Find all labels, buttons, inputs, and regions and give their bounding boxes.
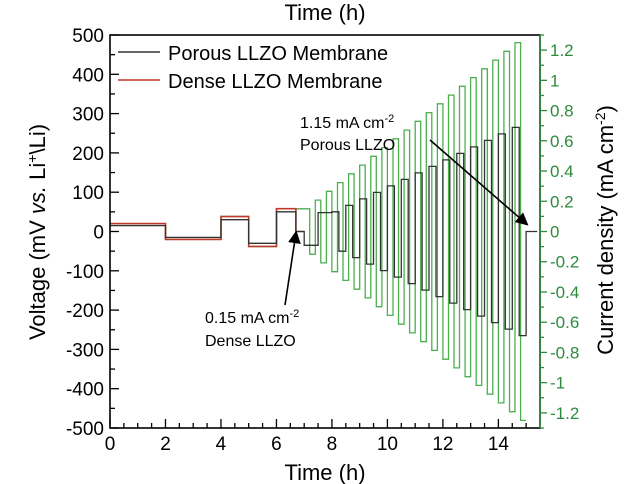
y-left-label-part-1: Voltage (mV bbox=[25, 214, 50, 340]
y-right-label-close: ) bbox=[593, 105, 618, 112]
annotation-porous-sup: -2 bbox=[384, 113, 394, 125]
y-right-axis-ticks: -1.2 -1 -0.8 -0.6 -0.4 -0.2 0 0.2 0.4 0.6 0.8 1 1.2 bbox=[539, 34, 579, 429]
y-right-tick-label: -0.4 bbox=[550, 283, 579, 302]
annotation-dense: 0.15 mA cm-2 Dense LLZO bbox=[205, 230, 301, 350]
y-right-tick-label: 0 bbox=[550, 223, 559, 242]
x-tick-label: 6 bbox=[271, 434, 282, 455]
legend-label-dense: Dense LLZO Membrane bbox=[168, 71, 383, 93]
plot-frame bbox=[109, 34, 541, 429]
annotation-dense-value: 0.15 mA cm bbox=[205, 310, 289, 327]
y-left-tick-label: -100 bbox=[66, 262, 104, 283]
y-right-label-main: Current density (mA cm bbox=[593, 125, 618, 355]
x-axis-label: Time (h) bbox=[284, 460, 365, 484]
y-right-tick-label: -1 bbox=[550, 374, 565, 393]
annotation-porous-value: 1.15 mA cm bbox=[300, 115, 384, 132]
y-left-tick-label: -300 bbox=[66, 340, 104, 361]
y-left-tick-label: 400 bbox=[72, 65, 104, 86]
y-left-tick-label: -400 bbox=[66, 380, 104, 401]
porous-llzo-series bbox=[110, 126, 538, 337]
y-left-tick-label: 0 bbox=[93, 223, 104, 244]
y-left-label-vs: vs. bbox=[25, 186, 50, 214]
x-tick-label: 14 bbox=[488, 434, 510, 455]
y-left-label-sup: + bbox=[24, 155, 40, 163]
x-tick-label: 0 bbox=[105, 434, 116, 455]
y-left-tick-label: 500 bbox=[72, 26, 104, 47]
x-tick-label: 4 bbox=[216, 434, 227, 455]
y-right-tick-label: 1.2 bbox=[550, 41, 574, 60]
y-left-label-end: \Li) bbox=[25, 124, 50, 155]
annotation-dense-line-2: Dense LLZO bbox=[205, 333, 296, 350]
y-left-tick-label: 200 bbox=[72, 144, 104, 165]
porous-llzo-line bbox=[110, 126, 538, 337]
y-left-axis-label: Voltage (mV vs. Li+\Li) bbox=[24, 124, 50, 340]
y-left-tick-label: -200 bbox=[66, 301, 104, 322]
y-right-tick-label: 0.4 bbox=[550, 162, 574, 181]
annotation-dense-sup: -2 bbox=[289, 308, 299, 320]
annotation-dense-arrow bbox=[284, 230, 301, 306]
y-right-tick-label: -0.6 bbox=[550, 313, 579, 332]
y-right-axis-label: Current density (mA cm-2) bbox=[592, 105, 618, 355]
y-right-tick-label: 1 bbox=[550, 71, 559, 90]
y-left-tick-label: -500 bbox=[66, 419, 104, 440]
annotation-porous: 1.15 mA cm-2 Porous LLZO bbox=[300, 113, 529, 226]
y-left-label-li: Li bbox=[25, 163, 50, 186]
y-right-tick-label: -0.2 bbox=[550, 253, 579, 272]
y-right-tick-label: -1.2 bbox=[550, 404, 579, 423]
legend: Porous LLZO Membrane Dense LLZO Membrane bbox=[118, 43, 388, 93]
x-tick-label: 2 bbox=[160, 434, 171, 455]
annotation-porous-line-1: 1.15 mA cm-2 bbox=[300, 113, 394, 132]
dense-llzo-line bbox=[110, 207, 305, 248]
y-right-tick-label: -0.8 bbox=[550, 343, 579, 362]
annotation-porous-line-2: Porous LLZO bbox=[300, 137, 395, 154]
current-density-line bbox=[110, 41, 527, 422]
y-right-tick-label: 0.8 bbox=[550, 102, 574, 121]
y-right-label-sup: -2 bbox=[592, 112, 608, 125]
y-right-tick-label: 0.6 bbox=[550, 132, 574, 151]
x-tick-label: 8 bbox=[327, 434, 338, 455]
x-tick-label: 10 bbox=[377, 434, 398, 455]
annotation-porous-arrow bbox=[429, 139, 529, 226]
dense-llzo-series bbox=[110, 207, 305, 248]
legend-label-porous: Porous LLZO Membrane bbox=[168, 43, 388, 65]
x-axis-ticks: 0 2 4 6 8 10 12 14 bbox=[105, 419, 527, 455]
y-right-tick-label: 0.2 bbox=[550, 192, 574, 211]
y-left-tick-label: 300 bbox=[72, 105, 104, 126]
annotation-dense-line-1: 0.15 mA cm-2 bbox=[205, 308, 299, 327]
y-left-tick-label: 100 bbox=[72, 183, 104, 204]
current-density-series bbox=[110, 41, 527, 422]
x-axis-top-label: Time (h) bbox=[284, 0, 365, 25]
y-left-axis-ticks: -500 -400 -300 -200 -100 0 100 200 300 400 500 bbox=[66, 26, 119, 440]
x-tick-label: 12 bbox=[432, 434, 453, 455]
